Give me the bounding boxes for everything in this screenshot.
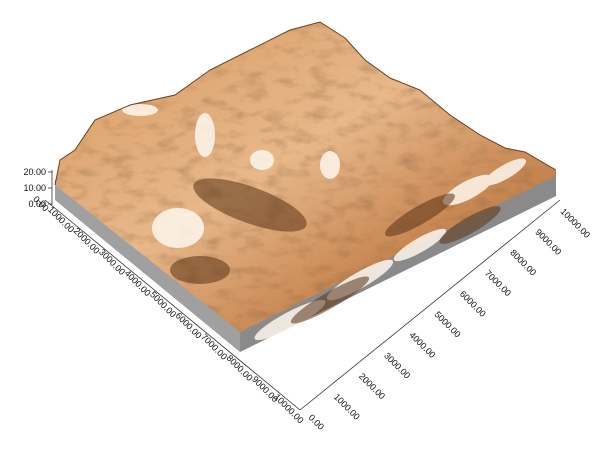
z-tick-label: 0.00	[28, 199, 46, 209]
y-tick-label: 7000.00	[483, 268, 513, 298]
front-left-wall	[55, 180, 240, 352]
y-tick-label: 6000.00	[458, 289, 488, 319]
y-tick-label: 2000.00	[357, 371, 387, 401]
z-tick-label: 10.00	[23, 183, 46, 193]
y-tick-label: 8000.00	[508, 248, 538, 278]
y-axis-line	[299, 199, 561, 411]
terrain-surface	[54, 21, 557, 341]
y-tick-label: 10000.00	[559, 206, 592, 240]
z-tick-label: 20.00	[23, 167, 46, 177]
z-axis-ticks: 20.00 10.00 0.00	[23, 167, 52, 209]
y-tick-label: 0.00	[307, 412, 326, 431]
y-tick-label: 9000.00	[533, 227, 563, 257]
y-tick-label: 1000.00	[332, 392, 362, 422]
x-axis-line	[44, 199, 301, 411]
y-tick-label: 4000.00	[407, 330, 437, 360]
x-tick-label: 8000.00	[225, 353, 255, 383]
y-tick-label: 3000.00	[382, 351, 412, 381]
x-tick-label: 10000.00	[272, 392, 306, 426]
axes	[44, 170, 561, 411]
y-tick-label: 5000.00	[433, 309, 463, 339]
